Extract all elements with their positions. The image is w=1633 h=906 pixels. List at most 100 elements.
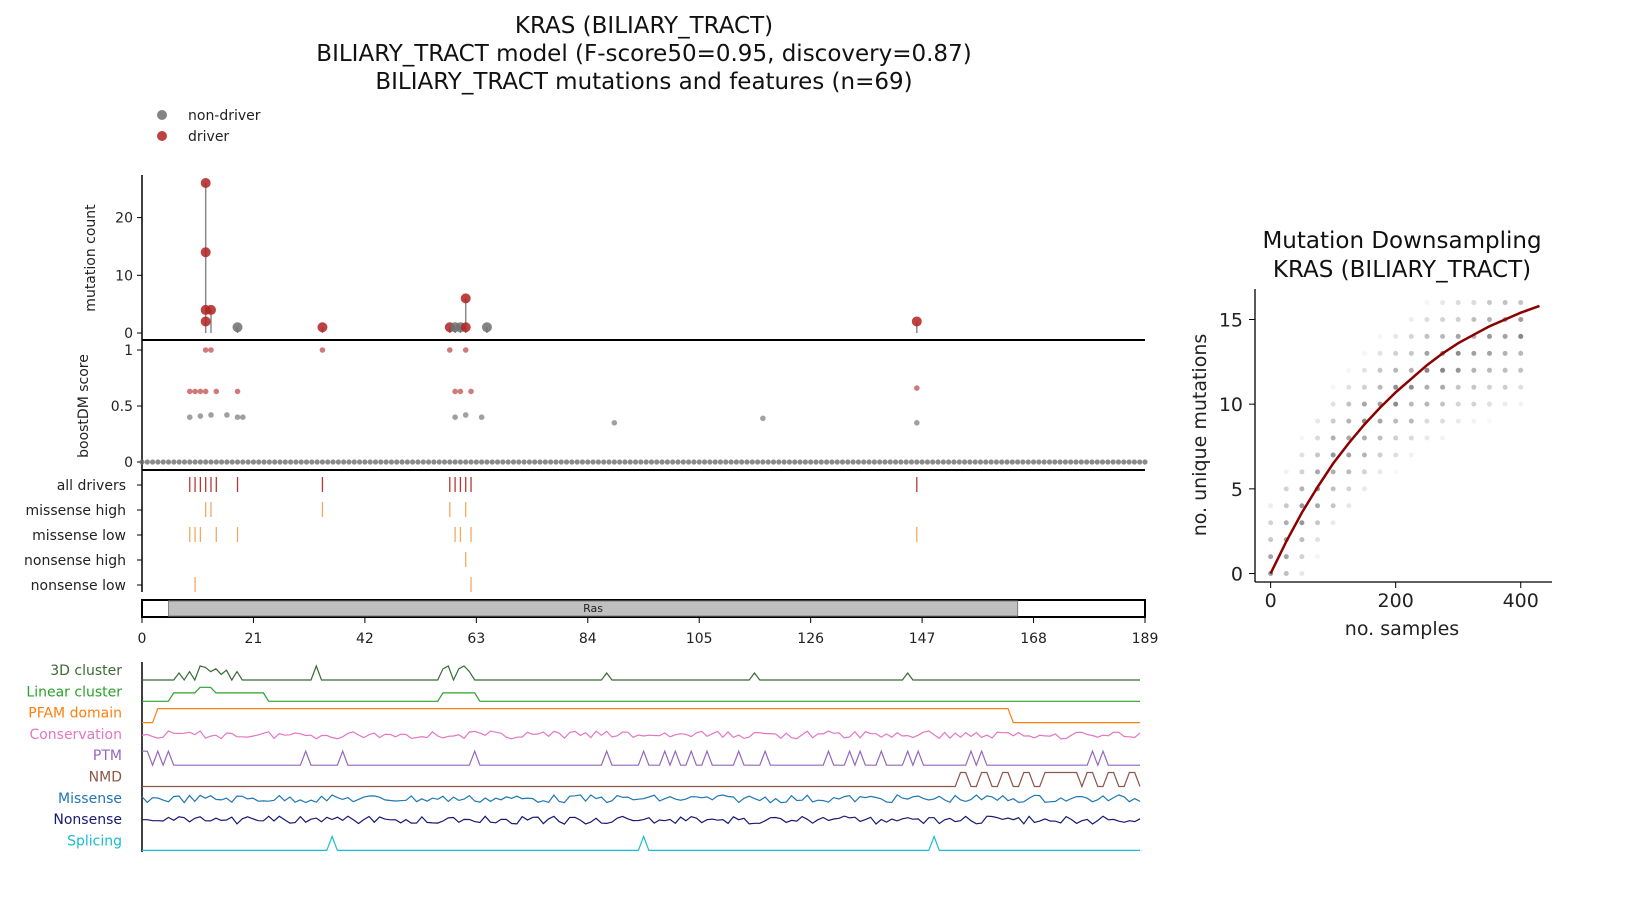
downsample-point — [1361, 401, 1367, 407]
downsample-point — [1471, 384, 1477, 390]
downsample-point — [1502, 384, 1508, 390]
x-axis-label: no. samples — [1345, 618, 1459, 640]
baseline-point — [712, 459, 718, 465]
x-tick-label: 84 — [579, 631, 597, 647]
feature-line — [142, 707, 1140, 724]
downsample-point — [1299, 503, 1305, 509]
baseline-point — [670, 459, 676, 465]
baseline-point — [967, 459, 973, 465]
baseline-point — [197, 459, 203, 465]
downsample-point — [1299, 469, 1305, 475]
baseline-point — [165, 459, 172, 465]
downsample-point — [1502, 350, 1508, 356]
baseline-point — [410, 459, 416, 465]
legend-label: driver — [188, 129, 229, 145]
baseline-point — [335, 459, 341, 465]
baseline-point — [1137, 459, 1143, 465]
baseline-point — [319, 459, 326, 465]
y-axis-label: mutation count — [83, 204, 99, 312]
baseline-point — [287, 459, 294, 465]
downsample-point — [1440, 418, 1446, 424]
baseline-point — [1036, 459, 1042, 465]
baseline-point — [829, 459, 835, 465]
downsample-point — [1393, 350, 1399, 356]
downsample-point — [1346, 367, 1352, 373]
downsample-point — [1377, 469, 1383, 475]
downsample-point — [1315, 469, 1321, 475]
downsampling-title-1: Mutation Downsampling — [1262, 228, 1541, 254]
downsample-point — [1361, 486, 1367, 492]
downsample-point — [1268, 554, 1274, 560]
feature-label: 3D cluster — [50, 663, 122, 679]
downsample-point — [1486, 333, 1492, 339]
baseline-point — [882, 459, 888, 465]
baseline-point — [325, 459, 331, 465]
baseline-point — [1073, 459, 1079, 465]
downsample-point — [1440, 435, 1446, 441]
downsample-point — [1299, 554, 1305, 560]
baseline-point — [441, 459, 448, 465]
baseline-point — [760, 459, 766, 465]
driver-score-point — [202, 388, 209, 395]
downsample-point — [1268, 537, 1274, 543]
x-tick-label: 63 — [467, 631, 485, 647]
downsample-point — [1299, 486, 1305, 492]
baseline-point — [489, 459, 495, 465]
downsample-point — [1408, 452, 1414, 458]
baseline-point — [473, 459, 479, 465]
downsample-point — [1424, 333, 1430, 339]
baseline-point — [425, 459, 432, 465]
x-tick-label: 168 — [1020, 631, 1047, 647]
baseline-point — [765, 459, 771, 465]
downsample-point — [1283, 520, 1289, 526]
title-line-2: BILIARY_TRACT model (F-score50=0.95, dis… — [316, 41, 972, 67]
downsample-point — [1315, 503, 1321, 509]
feature-line — [141, 794, 1141, 804]
baseline-point — [1131, 459, 1137, 465]
baseline-point — [961, 459, 968, 465]
downsample-point — [1518, 367, 1524, 373]
baseline-point — [341, 459, 347, 465]
baseline-point — [1052, 459, 1058, 465]
baseline-point — [988, 459, 994, 465]
x-tick-label: 200 — [1378, 590, 1414, 612]
baseline-point — [436, 459, 442, 465]
y-tick-label: 10 — [1219, 394, 1243, 416]
baseline-point — [309, 459, 315, 465]
downsample-point — [1455, 401, 1461, 407]
downsample-point — [1330, 486, 1336, 492]
downsample-point — [1408, 316, 1414, 322]
baseline-point — [654, 459, 660, 465]
baseline-point — [1099, 459, 1106, 465]
baseline-point — [659, 459, 665, 465]
feature-label: Conservation — [29, 727, 122, 743]
driver-score-point — [319, 347, 326, 353]
baseline-point — [277, 459, 283, 465]
nondriver-score-point — [240, 414, 246, 421]
baseline-point — [808, 459, 814, 465]
downsample-point — [1346, 384, 1352, 390]
baseline-point — [686, 459, 692, 465]
baseline-point — [1142, 459, 1148, 465]
nondriver-score-point — [224, 412, 230, 418]
downsample-point — [1440, 384, 1446, 390]
downsample-point — [1424, 435, 1430, 441]
downsample-point — [1471, 367, 1477, 373]
downsample-point — [1486, 350, 1492, 356]
baseline-point — [187, 459, 193, 465]
downsample-point — [1299, 520, 1305, 526]
downsample-point — [1315, 435, 1321, 441]
feature-label: Nonsense — [53, 812, 122, 828]
track-label: missense high — [26, 503, 126, 519]
baseline-point — [595, 459, 601, 465]
feature-line — [142, 664, 1140, 682]
baseline-point — [494, 459, 501, 465]
downsample-point — [1408, 350, 1414, 356]
baseline-point — [452, 459, 458, 465]
track-label: missense low — [32, 528, 126, 544]
downsample-point — [1315, 554, 1321, 560]
nondriver-score-point — [186, 414, 193, 421]
baseline-point — [394, 459, 400, 465]
baseline-point — [372, 459, 379, 465]
domain-label: Ras — [583, 602, 603, 615]
